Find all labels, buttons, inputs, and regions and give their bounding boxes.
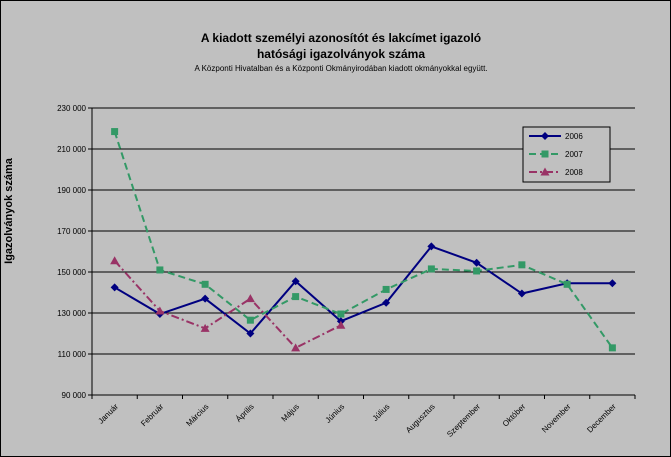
data-point [201,280,209,288]
data-point [110,256,120,265]
data-point [246,329,255,338]
data-point [518,261,526,269]
chart-title-line-2: hatósági igazolványok száma [256,47,426,61]
data-point [540,167,550,176]
x-tick-label: Október [501,402,528,429]
y-tick-label: 130 000 [57,309,86,318]
data-point [382,285,390,293]
x-tick-label: Július [371,402,392,423]
data-point [608,344,616,352]
data-point [156,266,164,274]
data-point [427,265,435,273]
x-tick-label: November [540,402,573,435]
series-line-2006 [114,245,613,335]
data-point [563,280,571,288]
data-point [472,258,481,267]
chart-subtitle: A Központi Hivatalban és a Központi Okmá… [194,64,488,73]
data-point [110,283,119,292]
y-tick-label: 150 000 [57,268,86,277]
data-point [291,277,300,286]
data-point [291,343,301,352]
x-tick-label: Augusztus [404,402,437,435]
data-point [541,150,549,158]
data-point [245,294,255,303]
x-tick-label: Március [184,402,210,428]
legend-label: 2007 [565,150,583,159]
x-tick-label: Május [280,402,301,423]
x-tick-label: Április [234,402,256,424]
data-point [517,289,526,298]
data-point [336,320,346,329]
data-point [292,293,300,301]
data-point [473,267,481,275]
y-tick-label: 230 000 [57,104,86,113]
data-point [200,323,210,332]
data-point [201,294,210,303]
series-line-2007 [113,131,614,349]
y-tick-label: 170 000 [57,227,86,236]
y-tick-label: 110 000 [58,350,87,359]
y-tick-label: 190 000 [57,186,86,195]
data-point [337,310,345,318]
legend-label: 2006 [565,132,583,141]
y-tick-label: 210 000 [57,145,86,154]
series-line-2008 [113,260,342,350]
data-point [246,316,254,324]
data-point [155,306,165,315]
x-tick-label: Június [324,402,347,425]
data-point [111,128,119,136]
data-point [541,132,549,140]
chart-title-block: A kiadott személyi azonosítót és lakcíme… [61,30,621,75]
x-tick-label: Szeptember [445,402,482,439]
data-point [608,279,617,288]
legend-label: 2008 [565,168,583,177]
data-point [427,242,436,251]
data-point [382,298,391,307]
x-tick-label: Január [96,402,120,426]
y-tick-label: 90 000 [62,391,87,400]
x-tick-label: Február [139,402,165,428]
x-tick-label: December [585,402,618,435]
chart-title-line-1: A kiadott személyi azonosítót és lakcíme… [200,31,482,45]
